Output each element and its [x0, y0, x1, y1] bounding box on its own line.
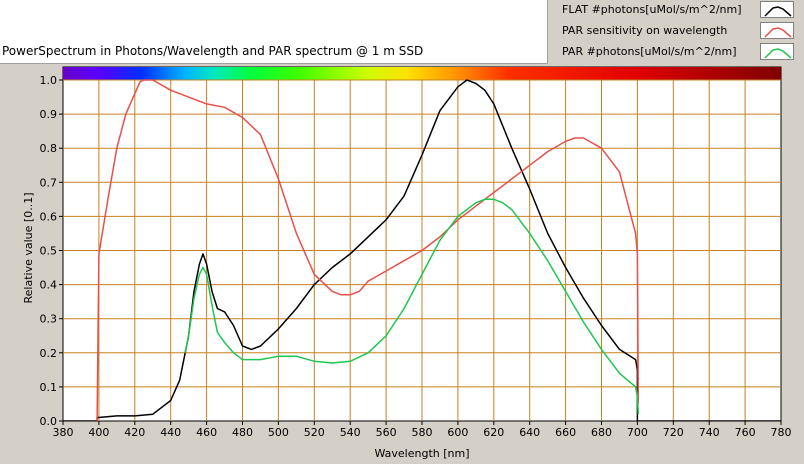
x-axis-label: Wavelength [nm]	[374, 447, 469, 460]
title-bar: PowerSpectrum in Photons/Wavelength and …	[0, 0, 548, 64]
series-line-flat-photons	[63, 79, 781, 421]
x-tick-label: 400	[88, 426, 109, 439]
x-tick-label: 640	[519, 426, 540, 439]
y-tick-label: 0.8	[40, 142, 58, 155]
y-tick-label: 0.4	[40, 279, 58, 292]
y-tick-label: 0.1	[40, 381, 58, 394]
series-line-par-photons	[184, 198, 640, 415]
x-tick-label: 480	[232, 426, 253, 439]
x-tick-label: 560	[376, 426, 397, 439]
legend-item-par-photons[interactable]: PAR #photons[uMol/s/m^2/nm]	[550, 42, 804, 62]
ticks: 380 400 420 440 460 480 500 520 540 560 580 600 620 6…	[40, 74, 792, 439]
x-tick-label: 520	[304, 426, 325, 439]
x-tick-label: 380	[53, 426, 74, 439]
series-line-par-sensitivity	[96, 79, 640, 421]
legend-swatch-par-sensitivity-icon	[760, 22, 794, 39]
x-tick-label: 620	[483, 426, 504, 439]
legend-label-flat: FLAT #photons[uMol/s/m^2/nm]	[562, 3, 742, 16]
y-tick-label: 0.7	[40, 176, 58, 189]
x-tick-label: 600	[447, 426, 468, 439]
legend-swatch-flat-icon	[760, 1, 794, 18]
y-tick-label: 0.0	[40, 415, 58, 428]
y-tick-label: 0.9	[40, 108, 58, 121]
legend-label-par-sensitivity: PAR sensitivity on wavelength	[562, 24, 728, 37]
grid	[63, 79, 781, 421]
y-tick-label: 0.2	[40, 347, 58, 360]
legend-label-par-photons: PAR #photons[uMol/s/m^2/nm]	[562, 45, 737, 58]
y-tick-label: 0.6	[40, 210, 58, 223]
x-tick-label: 420	[124, 426, 145, 439]
x-tick-label: 760	[735, 426, 756, 439]
legend-item-par-sensitivity[interactable]: PAR sensitivity on wavelength	[550, 21, 804, 41]
x-tick-label: 500	[268, 426, 289, 439]
chart-title: PowerSpectrum in Photons/Wavelength and …	[2, 44, 424, 58]
y-tick-label: 0.3	[40, 313, 58, 326]
x-tick-label: 700	[627, 426, 648, 439]
y-axis-label: Relative value [0..1]	[22, 193, 35, 304]
series-group	[63, 79, 781, 421]
x-tick-label: 740	[699, 426, 720, 439]
spectrum-bar	[63, 67, 781, 80]
x-tick-label: 780	[771, 426, 792, 439]
y-tick-label: 1.0	[40, 74, 58, 87]
x-tick-label: 680	[591, 426, 612, 439]
legend: FLAT #photons[uMol/s/m^2/nm] PAR sensiti…	[550, 0, 804, 64]
legend-swatch-par-photons-icon	[760, 43, 794, 60]
x-tick-label: 440	[160, 426, 181, 439]
x-tick-label: 540	[340, 426, 361, 439]
y-tick-label: 0.5	[40, 245, 58, 258]
x-tick-label: 720	[663, 426, 684, 439]
x-tick-label: 580	[412, 426, 433, 439]
legend-item-flat[interactable]: FLAT #photons[uMol/s/m^2/nm]	[550, 0, 804, 20]
x-tick-label: 660	[555, 426, 576, 439]
x-tick-label: 460	[196, 426, 217, 439]
